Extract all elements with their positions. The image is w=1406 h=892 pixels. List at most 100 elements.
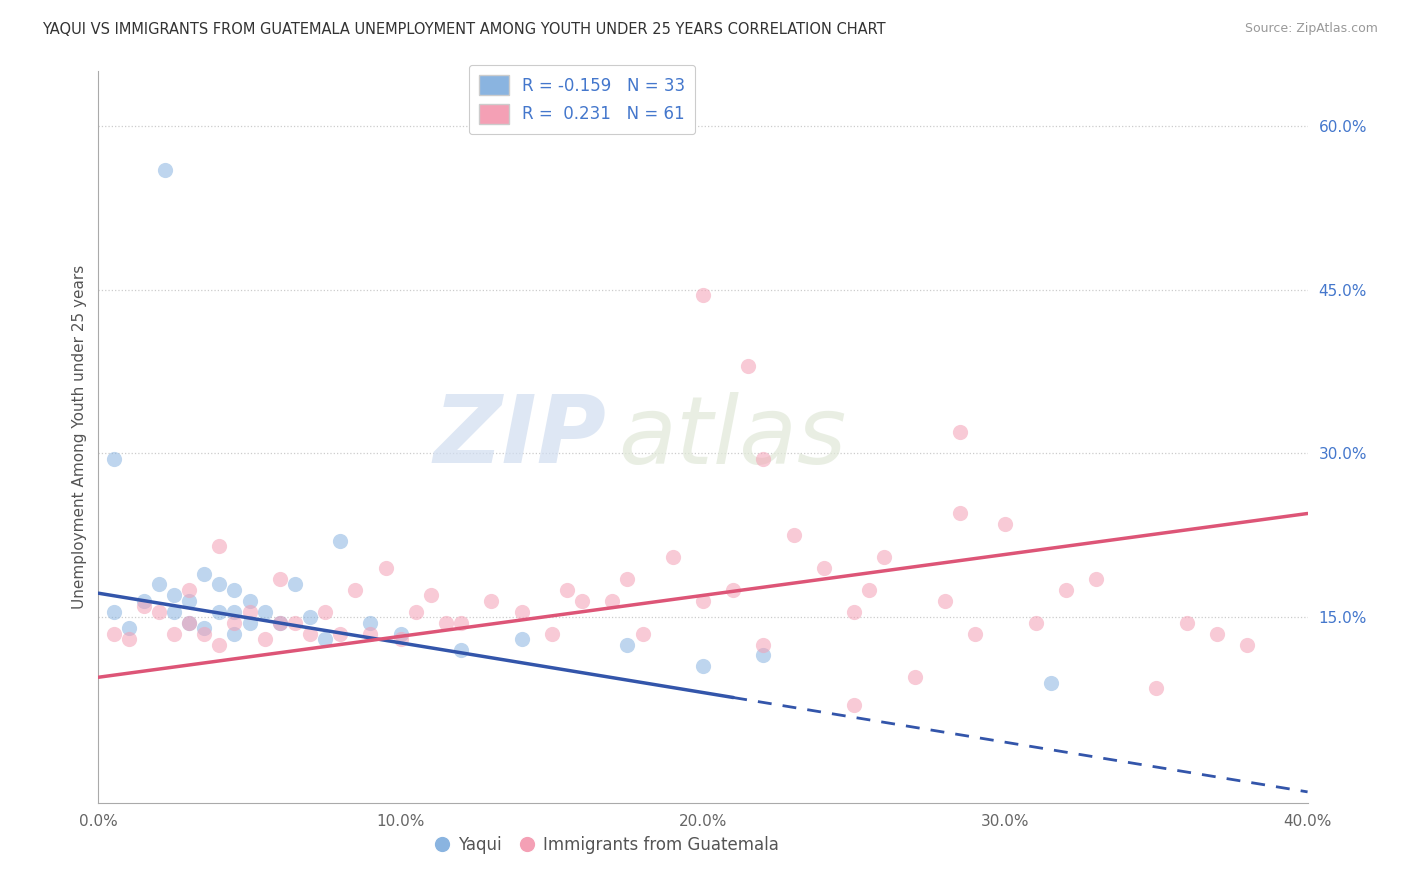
Point — [224, 582, 246, 597]
Point — [208, 539, 231, 553]
Point — [132, 599, 155, 614]
Point — [844, 605, 866, 619]
Point — [692, 594, 714, 608]
Text: Source: ZipAtlas.com: Source: ZipAtlas.com — [1244, 22, 1378, 36]
Point — [692, 288, 714, 302]
Point — [269, 615, 291, 630]
Point — [450, 643, 472, 657]
Point — [873, 550, 896, 565]
Point — [299, 626, 322, 640]
Point — [904, 670, 927, 684]
Point — [269, 572, 291, 586]
Point — [1039, 675, 1062, 690]
Point — [118, 621, 141, 635]
Point — [934, 594, 956, 608]
Point — [737, 359, 759, 373]
Point — [374, 561, 396, 575]
Point — [723, 582, 745, 597]
Point — [450, 615, 472, 630]
Point — [179, 594, 201, 608]
Point — [389, 626, 412, 640]
Point — [616, 572, 638, 586]
Point — [103, 605, 125, 619]
Point — [752, 451, 775, 466]
Point — [103, 451, 125, 466]
Point — [481, 594, 503, 608]
Point — [555, 582, 578, 597]
Point — [179, 582, 201, 597]
Point — [118, 632, 141, 646]
Point — [752, 638, 775, 652]
Point — [329, 533, 352, 548]
Point — [360, 626, 382, 640]
Point — [314, 605, 336, 619]
Point — [783, 528, 806, 542]
Point — [179, 615, 201, 630]
Point — [163, 626, 186, 640]
Point — [329, 626, 352, 640]
Point — [148, 605, 170, 619]
Point — [179, 615, 201, 630]
Point — [224, 605, 246, 619]
Point — [405, 605, 427, 619]
Point — [193, 626, 215, 640]
Point — [1236, 638, 1258, 652]
Point — [813, 561, 835, 575]
Point — [269, 615, 291, 630]
Point — [1175, 615, 1198, 630]
Point — [994, 517, 1017, 532]
Text: ZIP: ZIP — [433, 391, 606, 483]
Point — [389, 632, 412, 646]
Legend: Yaqui, Immigrants from Guatemala: Yaqui, Immigrants from Guatemala — [426, 829, 786, 860]
Point — [239, 605, 262, 619]
Point — [434, 615, 457, 630]
Point — [208, 577, 231, 591]
Point — [510, 605, 533, 619]
Point — [163, 588, 186, 602]
Text: atlas: atlas — [619, 392, 846, 483]
Point — [208, 605, 231, 619]
Point — [1144, 681, 1167, 695]
Point — [284, 615, 307, 630]
Point — [692, 659, 714, 673]
Point — [571, 594, 593, 608]
Point — [193, 566, 215, 581]
Point — [752, 648, 775, 663]
Y-axis label: Unemployment Among Youth under 25 years: Unemployment Among Youth under 25 years — [72, 265, 87, 609]
Point — [858, 582, 880, 597]
Point — [661, 550, 683, 565]
Point — [224, 626, 246, 640]
Point — [153, 162, 176, 177]
Point — [208, 638, 231, 652]
Point — [239, 594, 262, 608]
Point — [949, 425, 972, 439]
Point — [344, 582, 367, 597]
Point — [602, 594, 624, 608]
Point — [965, 626, 987, 640]
Point — [1024, 615, 1046, 630]
Point — [224, 615, 246, 630]
Point — [103, 626, 125, 640]
Point — [1206, 626, 1229, 640]
Point — [844, 698, 866, 712]
Point — [163, 605, 186, 619]
Point — [253, 632, 276, 646]
Point — [420, 588, 443, 602]
Point — [1085, 572, 1108, 586]
Point — [239, 615, 262, 630]
Point — [631, 626, 654, 640]
Point — [284, 577, 307, 591]
Point — [949, 507, 972, 521]
Point — [360, 615, 382, 630]
Point — [299, 610, 322, 624]
Point — [510, 632, 533, 646]
Point — [253, 605, 276, 619]
Point — [148, 577, 170, 591]
Point — [314, 632, 336, 646]
Text: YAQUI VS IMMIGRANTS FROM GUATEMALA UNEMPLOYMENT AMONG YOUTH UNDER 25 YEARS CORRE: YAQUI VS IMMIGRANTS FROM GUATEMALA UNEMP… — [42, 22, 886, 37]
Point — [616, 638, 638, 652]
Point — [540, 626, 562, 640]
Point — [193, 621, 215, 635]
Point — [1054, 582, 1077, 597]
Point — [132, 594, 155, 608]
